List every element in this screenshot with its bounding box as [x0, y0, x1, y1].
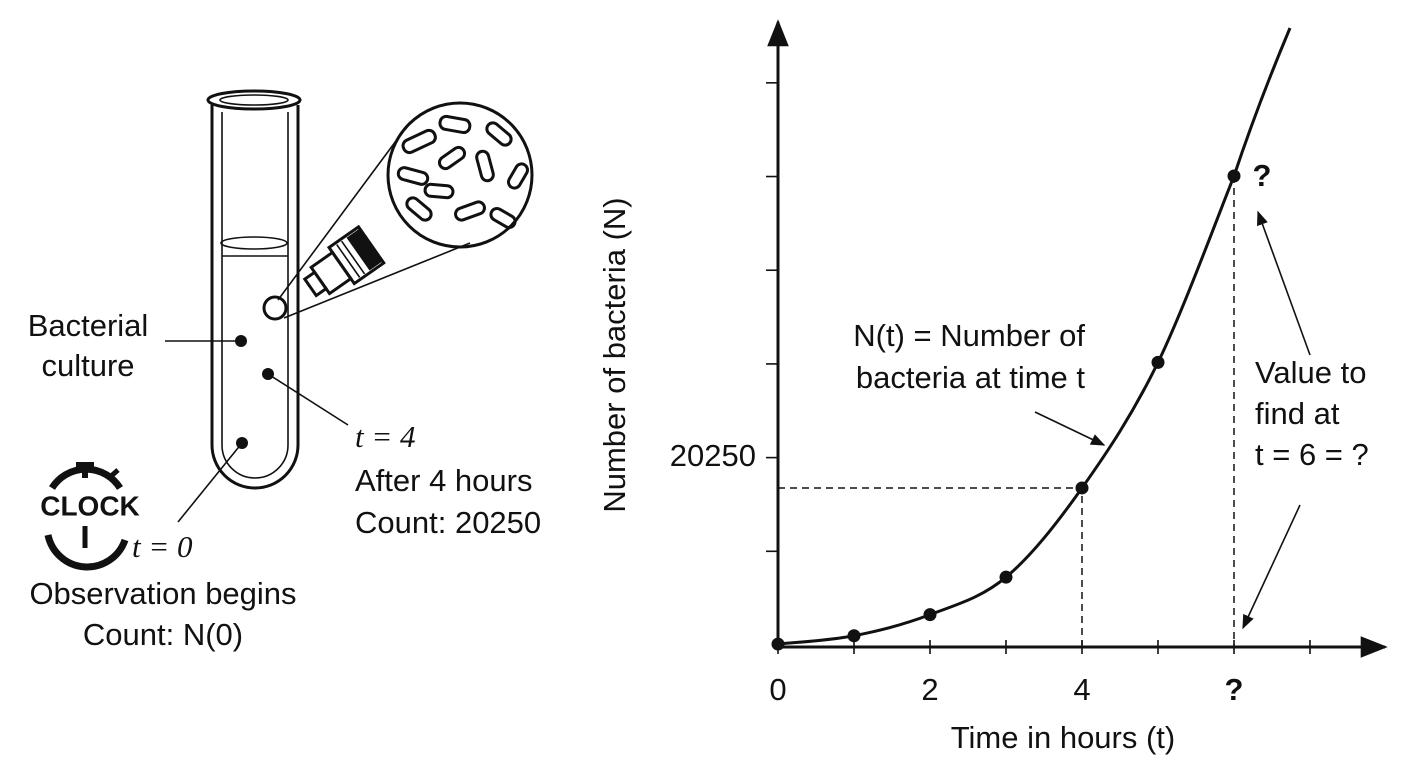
culture-label: culture — [41, 348, 134, 383]
caption: After 4 hours — [355, 463, 532, 498]
callouts — [165, 335, 349, 523]
target-note: find at — [1255, 396, 1340, 431]
count: Count: 20250 — [355, 505, 541, 540]
x-tick-label: 2 — [921, 672, 938, 707]
x-tick-label: 4 — [1073, 672, 1090, 707]
data-point — [1075, 481, 1089, 495]
caption: Observation begins — [29, 576, 296, 611]
guide-line — [778, 487, 1083, 645]
count: Count: N(0) — [83, 617, 243, 652]
y-tick-label: 20250 — [670, 438, 756, 473]
microscope — [302, 224, 386, 298]
chart: Number of bacteria (N) Time in hours (t) — [597, 19, 1388, 755]
x-tick-label: 0 — [769, 672, 786, 707]
data-point — [847, 629, 861, 643]
x-tick-label: ? — [1225, 672, 1244, 707]
y-axis-label: Number of bacteria (N) — [597, 197, 632, 512]
curve-note: N(t) = Number of — [853, 318, 1085, 353]
data-point — [1151, 355, 1165, 369]
curve-extension — [1232, 27, 1292, 177]
data-point — [999, 570, 1013, 584]
magnifier — [262, 101, 534, 321]
time-label: t = 4 — [355, 419, 416, 454]
data-point — [1227, 169, 1241, 183]
point-label: ? — [1253, 158, 1272, 193]
note-arrow — [1034, 411, 1106, 446]
clock-label: CLOCK — [40, 490, 140, 521]
growth-curve — [777, 175, 1236, 646]
data-point — [923, 608, 937, 622]
note-arrow — [1257, 210, 1311, 356]
time-label: t = 0 — [132, 529, 193, 564]
target-note: Value to — [1255, 355, 1366, 390]
test-tube — [206, 89, 302, 490]
note-arrow — [1242, 504, 1301, 630]
target-note: t = 6 = ? — [1255, 437, 1369, 472]
clock — [44, 462, 129, 571]
x-axis-label: Time in hours (t) — [951, 720, 1176, 755]
data-point — [771, 637, 785, 651]
curve-note: bacteria at time t — [856, 360, 1086, 395]
culture-label: Bacterial — [28, 308, 149, 343]
